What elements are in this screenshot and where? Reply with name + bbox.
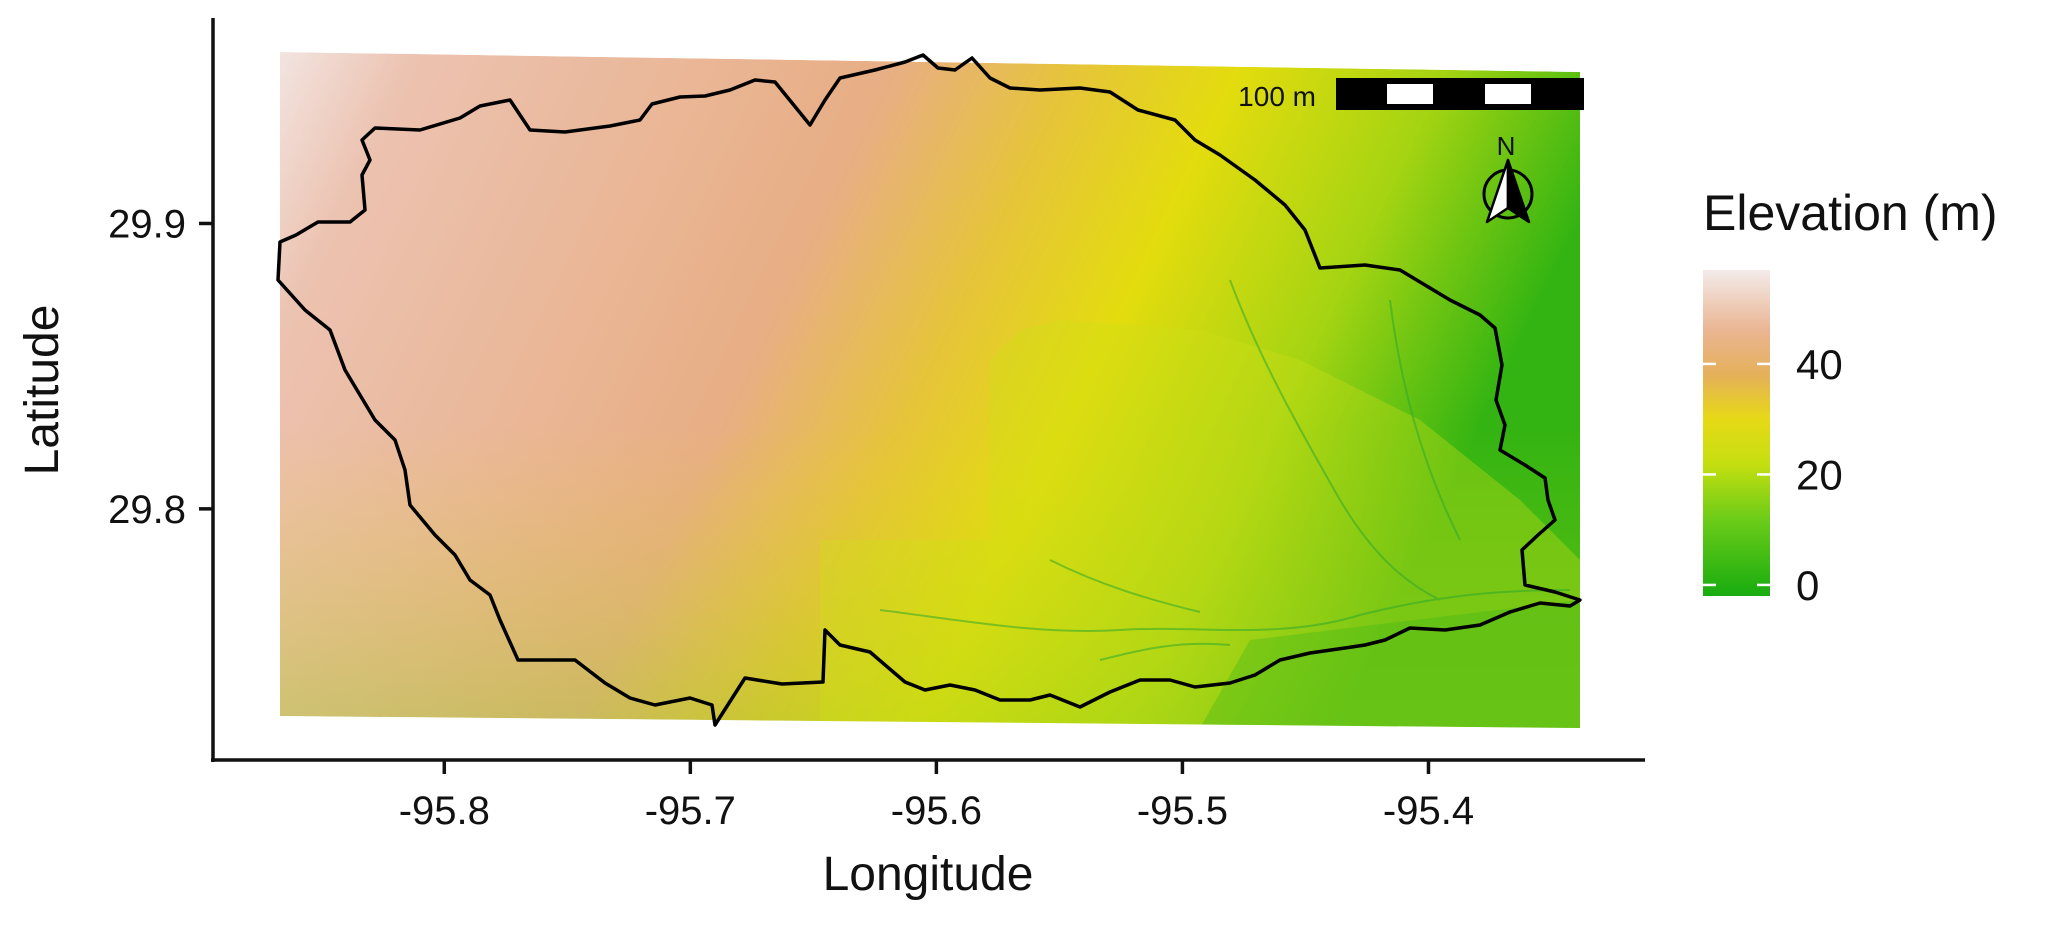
elevation-legend: Elevation (m) 40 20 0 [1703, 185, 1998, 609]
x-tick-label: -95.8 [399, 789, 490, 833]
legend-title: Elevation (m) [1703, 185, 1998, 241]
stream-network [879, 279, 1571, 661]
legend-ticks: 40 20 0 [1703, 341, 1843, 609]
x-tick-label: -95.6 [891, 789, 982, 833]
x-tick-label: -95.7 [645, 789, 736, 833]
x-axis-title: Longitude [823, 848, 1034, 901]
y-tick-label: 29.8 [108, 488, 186, 532]
scale-bar-label: 100 m [1238, 81, 1316, 112]
y-tick-label: 29.9 [108, 202, 186, 246]
x-tick-label: -95.4 [1383, 789, 1474, 833]
legend-colorbar [1703, 270, 1770, 596]
elevation-raster [280, 52, 1580, 728]
legend-tick-label: 40 [1796, 341, 1843, 388]
scale-bar: 100 m [1238, 78, 1584, 112]
north-arrow: N [1482, 131, 1534, 224]
legend-tick-label: 20 [1796, 451, 1843, 498]
y-axis-ticks: 29.8 29.9 [108, 202, 213, 532]
x-tick-label: -95.5 [1137, 789, 1228, 833]
x-axis-ticks: -95.8 -95.7 -95.6 -95.5 -95.4 [399, 760, 1474, 833]
watershed-boundary [276, 53, 1582, 727]
north-arrow-label: N [1497, 131, 1516, 161]
y-axis-title: Latitude [16, 305, 69, 476]
legend-tick-label: 0 [1796, 562, 1819, 609]
